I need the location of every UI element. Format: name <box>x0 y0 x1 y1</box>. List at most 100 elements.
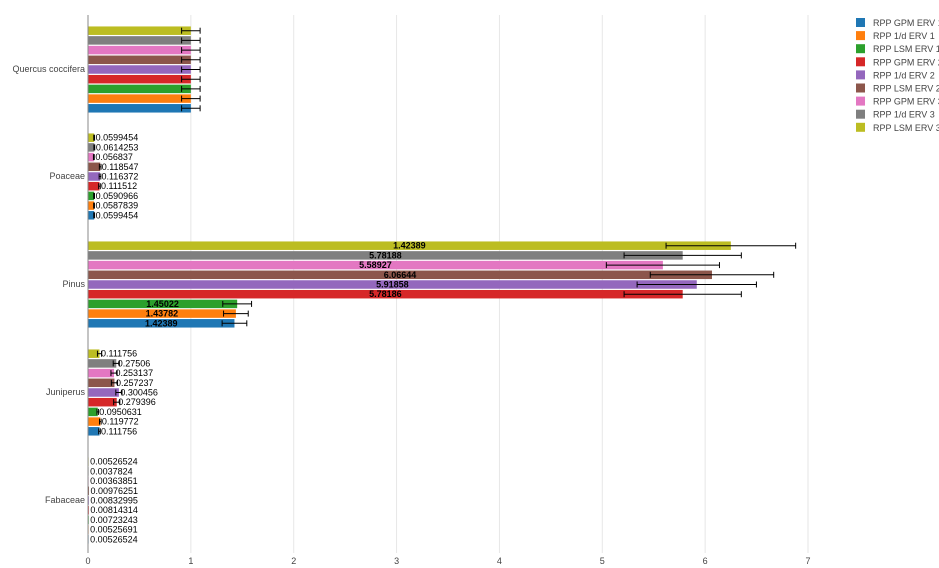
legend-label: RPP 1/d ERV 2 <box>873 70 935 80</box>
bars-group <box>88 26 731 544</box>
bar <box>88 378 115 388</box>
legend-label: RPP LSM ERV 3 <box>873 123 939 133</box>
data-label: 1.42389 <box>393 241 426 251</box>
data-label: 0.119772 <box>102 417 139 427</box>
bar <box>88 211 95 220</box>
bar <box>88 65 191 74</box>
data-label: 0.056837 <box>95 152 133 162</box>
data-label: 0.0587839 <box>96 201 139 211</box>
legend-label: RPP GPM ERV 1 <box>873 18 939 28</box>
data-label: 0.111512 <box>101 181 137 191</box>
bar <box>88 359 117 368</box>
bar <box>88 388 119 397</box>
data-label: 0.253137 <box>116 368 154 378</box>
category-label: Poaceae <box>49 171 85 181</box>
bar <box>88 55 191 65</box>
bar <box>88 143 95 152</box>
data-label: 0.116372 <box>101 172 138 182</box>
bar <box>88 260 663 270</box>
bar <box>88 94 191 103</box>
bar <box>88 201 95 210</box>
data-label: 0.00526524 <box>90 457 138 467</box>
legend-label: RPP 1/d ERV 3 <box>873 110 935 120</box>
legend-swatch <box>856 44 865 54</box>
bar <box>88 36 191 45</box>
legend-label: RPP LSM ERV 1 <box>873 44 939 54</box>
data-label: 5.78186 <box>369 289 402 299</box>
bar <box>88 299 238 309</box>
legend-label: RPP GPM ERV 2 <box>873 57 939 67</box>
x-tick-label: 3 <box>394 556 399 566</box>
data-label: 0.257237 <box>116 378 154 388</box>
data-label: 0.118547 <box>102 162 139 172</box>
bar <box>88 349 100 358</box>
x-tick-label: 1 <box>188 556 193 566</box>
data-label: 1.45022 <box>146 299 179 309</box>
bar <box>88 152 94 162</box>
category-label: Fabaceae <box>45 495 85 505</box>
data-label: 5.58927 <box>359 260 392 270</box>
data-label: 6.06644 <box>384 270 417 280</box>
legend[interactable]: RPP GPM ERV 1 RPP 1/d ERV 1 RPP LSM ERV 1 R… <box>856 18 939 133</box>
data-labels-group: 0.0599454 0.05878390.05909660.1115120.116… <box>90 133 426 545</box>
bar <box>88 486 90 496</box>
data-label: 0.0599454 <box>96 133 139 143</box>
legend-label: RPP 1/d ERV 1 <box>873 31 935 41</box>
bar <box>88 84 191 94</box>
x-axis-ticks: 0 1 2 3 4 5 6 7 <box>85 556 810 566</box>
data-label: 0.300456 <box>120 388 158 398</box>
legend-swatch <box>856 31 865 41</box>
data-label: 0.00976251 <box>91 486 139 496</box>
bar <box>88 368 115 378</box>
legend-swatch <box>856 96 865 106</box>
data-label: 5.91858 <box>376 280 409 290</box>
legend-swatch <box>856 57 865 67</box>
category-label: Juniperus <box>46 387 86 397</box>
bar <box>88 309 236 318</box>
legend-swatch <box>856 122 865 132</box>
data-label: 0.0614253 <box>96 142 139 152</box>
category-label: Pinus <box>62 279 85 289</box>
legend-swatch <box>856 18 865 27</box>
bar <box>88 289 683 299</box>
data-label: 0.00526524 <box>90 534 138 544</box>
bar <box>88 26 191 35</box>
bar <box>88 133 95 142</box>
data-label: 0.111756 <box>101 426 137 436</box>
x-tick-label: 4 <box>497 556 502 566</box>
bar <box>88 181 100 191</box>
bar <box>88 319 235 328</box>
data-label: 0.00814314 <box>90 505 138 515</box>
bar <box>88 280 697 289</box>
data-label: 0.0590966 <box>96 191 139 201</box>
data-label: 1.43782 <box>146 309 179 319</box>
bar <box>88 191 95 201</box>
x-tick-label: 0 <box>85 556 90 566</box>
x-tick-label: 5 <box>600 556 605 566</box>
bar <box>88 241 731 250</box>
error-bars-group <box>92 27 797 435</box>
x-tick-label: 2 <box>291 556 296 566</box>
bar <box>88 251 683 260</box>
legend-swatch <box>856 70 865 80</box>
bar <box>88 104 191 113</box>
data-label: 0.27506 <box>118 358 151 368</box>
x-tick-label: 6 <box>703 556 708 566</box>
legend-swatch <box>856 83 865 93</box>
data-label: 1.42389 <box>145 318 178 328</box>
data-label: 0.279396 <box>118 397 156 407</box>
bar <box>88 270 712 280</box>
category-label: Quercus coccifera <box>12 64 85 74</box>
data-label: 0.00525691 <box>90 525 138 535</box>
bar <box>88 74 191 84</box>
data-label: 0.0037824 <box>90 466 133 476</box>
bar <box>88 172 100 181</box>
data-label: 0.00723243 <box>90 515 138 525</box>
bar <box>88 427 100 436</box>
legend-label: RPP GPM ERV 3 <box>873 97 939 107</box>
x-tick-label: 7 <box>805 556 810 566</box>
data-label: 0.00363851 <box>90 476 138 486</box>
data-label: 5.78188 <box>369 250 402 260</box>
legend-label: RPP LSM ERV 2 <box>873 84 939 94</box>
data-label: 0.111756 <box>101 349 137 359</box>
